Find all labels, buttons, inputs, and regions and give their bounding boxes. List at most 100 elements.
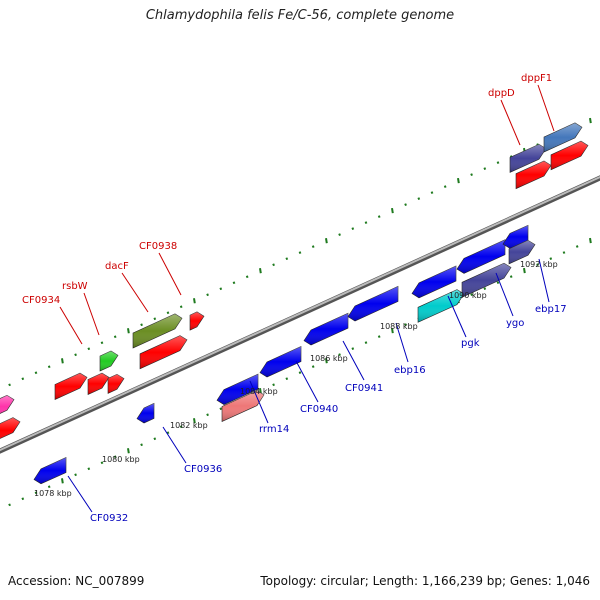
tick-mark bbox=[404, 203, 407, 207]
tick-mark bbox=[430, 191, 434, 194]
gene-label: ebp16 bbox=[394, 365, 426, 376]
label-leader bbox=[537, 84, 555, 132]
tick-mark bbox=[417, 197, 421, 200]
tick-mark bbox=[496, 281, 500, 284]
gene-arrow-shade bbox=[412, 266, 456, 298]
gene-label: CF0932 bbox=[90, 513, 128, 524]
tick-mark bbox=[311, 245, 315, 249]
tick-mark bbox=[575, 245, 579, 248]
gene-label: dacF bbox=[105, 261, 129, 272]
tick-mark bbox=[496, 161, 500, 164]
tick-mark bbox=[179, 305, 183, 309]
tick-mark bbox=[21, 497, 25, 501]
tick-mark bbox=[311, 365, 315, 369]
tick-mark bbox=[113, 455, 117, 459]
gene-arrow-shade bbox=[544, 122, 582, 152]
tick-mark bbox=[457, 177, 460, 184]
label-leader bbox=[395, 322, 409, 363]
tick-mark bbox=[391, 207, 394, 214]
gene-arrow-shade bbox=[137, 403, 154, 423]
tick-mark bbox=[285, 257, 289, 261]
gene-arrow-shade bbox=[190, 311, 204, 331]
tick-mark bbox=[193, 298, 196, 304]
gene-arrow-shade bbox=[217, 374, 258, 405]
tick-mark bbox=[153, 317, 157, 321]
gene-label: CF0940 bbox=[300, 404, 338, 415]
gene-arrow-shade bbox=[509, 240, 535, 264]
tick-mark bbox=[219, 287, 223, 291]
label-leader bbox=[83, 292, 100, 336]
tick-mark bbox=[470, 293, 473, 296]
tick-mark bbox=[536, 263, 539, 266]
tick-mark bbox=[523, 267, 526, 274]
scale-label: 1084 kbp bbox=[240, 387, 278, 396]
gene-arrow-shade bbox=[0, 417, 20, 439]
tick-mark bbox=[206, 413, 209, 417]
gene-label: CF0938 bbox=[139, 241, 177, 252]
gene-label: CF0934 bbox=[22, 295, 60, 306]
scale-label: 1080 kbp bbox=[102, 455, 140, 464]
map-title: Chlamydophila felis Fe/C-56, complete ge… bbox=[145, 8, 455, 23]
gene-arrow-shade bbox=[100, 351, 118, 371]
gene-arrow-shade bbox=[55, 373, 87, 400]
tick-mark bbox=[34, 491, 38, 495]
tick-mark bbox=[140, 323, 143, 327]
label-leader bbox=[495, 272, 514, 317]
label-leader bbox=[121, 272, 149, 313]
tick-mark bbox=[140, 443, 143, 447]
label-leader bbox=[447, 295, 467, 338]
tick-mark bbox=[153, 437, 157, 441]
tick-mark bbox=[74, 353, 77, 357]
label-leader bbox=[67, 475, 93, 513]
gene-label: CF0941 bbox=[345, 383, 383, 394]
tick-mark bbox=[589, 237, 592, 244]
gene-label: pgk bbox=[461, 338, 480, 349]
tick-mark bbox=[193, 418, 196, 424]
gene-arrow-shade bbox=[551, 141, 588, 170]
gene-arrow-shade bbox=[260, 346, 301, 377]
label-leader bbox=[342, 340, 365, 381]
tick-mark bbox=[61, 478, 64, 484]
reverse-gene-labels: CF0932 CF0936 rrm14 CF0940 CF0941 ebp16 pgk ygo… bbox=[90, 304, 567, 524]
tick-mark bbox=[338, 353, 341, 357]
tick-mark bbox=[21, 377, 25, 381]
gene-arrow-shade bbox=[34, 457, 66, 484]
tick-mark bbox=[179, 425, 183, 429]
tick-mark bbox=[351, 347, 355, 351]
gene-arrow-shade bbox=[418, 289, 464, 323]
gene-label: ebp17 bbox=[535, 304, 567, 315]
gene-arrow-shade bbox=[222, 390, 264, 422]
label-leader bbox=[538, 258, 550, 303]
tick-mark bbox=[166, 431, 170, 435]
tick-mark bbox=[325, 358, 328, 364]
tick-mark bbox=[325, 238, 328, 244]
tick-mark bbox=[272, 383, 275, 387]
tick-mark bbox=[232, 281, 236, 285]
tick-mark bbox=[272, 263, 275, 267]
tick-mark bbox=[206, 293, 209, 297]
gene-label: ygo bbox=[506, 318, 524, 329]
gene-label: dppF1 bbox=[521, 73, 552, 84]
gene-arrow-shade bbox=[462, 263, 511, 298]
tick-mark bbox=[404, 323, 407, 327]
accession-text: Accession: NC_007899 bbox=[8, 574, 145, 588]
tick-mark bbox=[219, 407, 223, 411]
tick-mark bbox=[562, 251, 566, 254]
gene-arrow-shade bbox=[108, 374, 124, 394]
tick-mark bbox=[166, 311, 170, 315]
tick-mark bbox=[298, 371, 302, 375]
tick-marks bbox=[8, 117, 592, 507]
scale-labels: 1078 kbp 1080 kbp 1082 kbp 1084 kbp 1086 kbp… bbox=[34, 260, 558, 498]
tick-mark bbox=[377, 335, 381, 339]
tick-mark bbox=[74, 473, 77, 477]
tick-mark bbox=[127, 448, 130, 454]
scale-label: 1090 kbp bbox=[449, 291, 487, 300]
label-leader bbox=[59, 306, 83, 345]
gene-arrow-shade bbox=[348, 286, 398, 321]
tick-mark bbox=[245, 275, 249, 279]
tick-mark bbox=[483, 167, 487, 170]
gene-arrow-shade bbox=[0, 395, 14, 414]
genome-backbone-highlight bbox=[0, 175, 600, 452]
tick-mark bbox=[509, 275, 513, 278]
